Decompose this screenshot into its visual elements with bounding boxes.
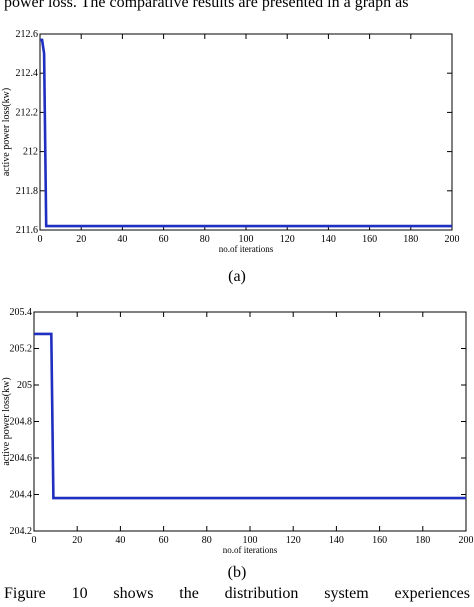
x-tick-label: 20 (76, 234, 86, 245)
x-tick-label: 80 (200, 234, 210, 245)
x-tick-label: 160 (372, 535, 387, 546)
y-tick-label: 212.2 (16, 107, 39, 118)
x-tick-label: 160 (362, 234, 377, 245)
x-tick-label: 0 (38, 234, 43, 245)
y-tick-label: 205 (17, 380, 32, 391)
y-tick-label: 211.8 (16, 186, 38, 197)
x-tick-label: 40 (115, 535, 125, 546)
x-tick-label: 100 (243, 535, 258, 546)
y-tick-label: 205.2 (10, 344, 33, 355)
x-tick-label: 120 (280, 234, 295, 245)
series-line (40, 38, 452, 228)
x-tick-label: 0 (32, 535, 37, 546)
y-tick-label: 211.6 (16, 225, 38, 236)
x-axis-label: no.of iterations (219, 244, 274, 254)
y-tick-label: 212.4 (16, 68, 39, 79)
y-tick-label: 204.2 (10, 526, 33, 537)
plot-area-frame (39, 33, 453, 231)
top-paragraph-text: power loss. The comparative results are … (4, 0, 409, 11)
x-tick-label: 200 (445, 234, 460, 245)
bottom-paragraph-text: Figure 10 shows the distribution system … (4, 585, 470, 602)
x-tick-label: 100 (239, 234, 254, 245)
x-tick-label: 180 (415, 535, 430, 546)
x-tick-label: 180 (403, 234, 418, 245)
y-tick-label: 204.6 (10, 453, 33, 464)
x-tick-label: 40 (117, 234, 127, 245)
caption-b: (b) (227, 564, 247, 581)
x-tick-label: 120 (286, 535, 301, 546)
series-line (34, 332, 466, 500)
x-tick-label: 20 (72, 535, 82, 546)
x-axis-label: no.of iterations (223, 545, 278, 555)
x-tick-label: 80 (202, 535, 212, 546)
y-tick-label: 205.4 (10, 307, 33, 318)
chart-b-active-power-loss: 0 20 40 60 80 100 120 140 160 180 200 204.2 204.4 204… (1, 307, 474, 555)
x-tick-label: 60 (159, 234, 169, 245)
y-axis-label: active power loss(kw) (1, 377, 12, 465)
y-tick-label: 204.4 (10, 490, 33, 501)
y-axis-label: active power loss(kw) (1, 88, 12, 176)
x-tick-label: 60 (159, 535, 169, 546)
y-tick-label: 212 (23, 147, 38, 158)
x-tick-label: 140 (329, 535, 344, 546)
chart-a-active-power-loss: 0 20 40 60 80 100 120 140 160 180 200 211.6 211.8 212… (1, 29, 460, 254)
y-tick-label: 204.8 (10, 417, 33, 428)
y-tick-label: 212.6 (16, 29, 39, 40)
caption-a: (a) (228, 268, 246, 285)
x-tick-label: 140 (321, 234, 336, 245)
x-tick-label: 200 (459, 535, 474, 546)
